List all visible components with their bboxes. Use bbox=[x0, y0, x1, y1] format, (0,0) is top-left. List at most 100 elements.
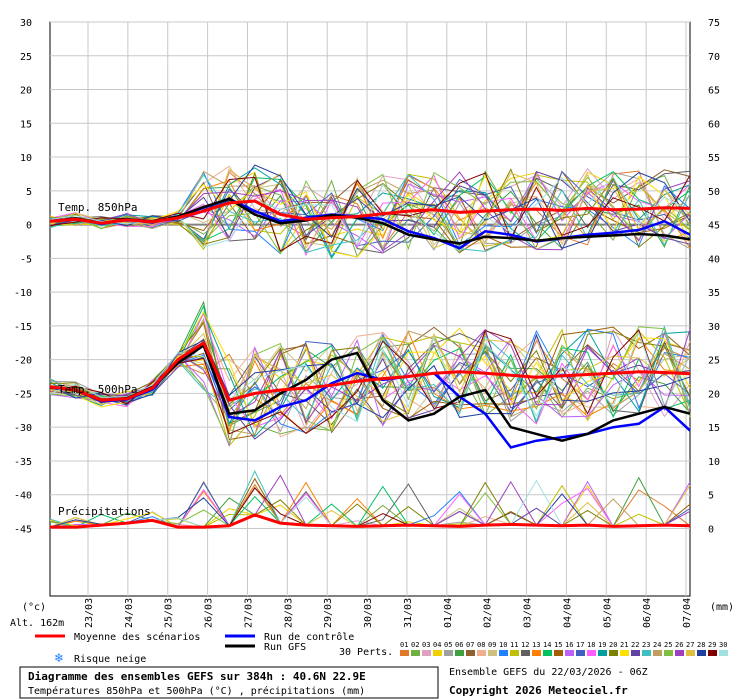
member-number: 17 bbox=[576, 641, 584, 649]
left-axis-ticks: 30 25 20 15 10 5 0 -5 -10 -15 -20 -25 -30 -35 -40 -45 bbox=[14, 18, 32, 535]
member-swatch bbox=[620, 650, 629, 656]
member-swatch bbox=[565, 650, 574, 656]
left-tick-label: -5 bbox=[20, 254, 32, 265]
left-tick-label: -15 bbox=[14, 322, 32, 333]
member-number: 06 bbox=[455, 641, 463, 649]
member-number: 12 bbox=[521, 641, 529, 649]
x-axis-dates: 23/03 24/03 25/03 26/03 27/03 28/03 29/03 30/03… bbox=[84, 598, 693, 628]
left-tick-label: 10 bbox=[20, 153, 32, 164]
member-number: 23 bbox=[642, 641, 650, 649]
member-number: 28 bbox=[697, 641, 705, 649]
member-number: 19 bbox=[598, 641, 606, 649]
right-tick-label: 75 bbox=[708, 18, 720, 29]
member-swatch bbox=[455, 650, 464, 656]
member-number: 13 bbox=[532, 641, 540, 649]
member-swatch bbox=[708, 650, 717, 656]
right-tick-label: 30 bbox=[708, 322, 720, 333]
member-number: 26 bbox=[675, 641, 683, 649]
right-axis-unit: (mm) bbox=[710, 602, 734, 613]
x-date-label: 27/03 bbox=[243, 598, 254, 628]
member-t500-line bbox=[49, 321, 691, 426]
right-tick-label: 0 bbox=[708, 524, 714, 535]
right-tick-label: 40 bbox=[708, 254, 720, 265]
left-axis-unit: (°c) bbox=[22, 602, 46, 613]
x-date-label: 07/04 bbox=[682, 598, 693, 628]
left-tick-label: -40 bbox=[14, 491, 32, 502]
member-swatch bbox=[642, 650, 651, 656]
x-date-label: 25/03 bbox=[164, 598, 175, 628]
right-tick-label: 35 bbox=[708, 288, 720, 299]
right-tick-label: 60 bbox=[708, 119, 720, 130]
right-tick-label: 5 bbox=[708, 491, 714, 502]
member-t850-line bbox=[49, 170, 691, 254]
chart-title: Diagramme des ensembles GEFS sur 384h : … bbox=[28, 670, 366, 683]
x-date-label: 05/04 bbox=[602, 598, 613, 628]
member-legend: 01 02 03 04 05 06 07 08 09 10 11 12 13 14 15 16 17 18 19 20… bbox=[400, 641, 728, 656]
member-swatch bbox=[554, 650, 563, 656]
member-swatch bbox=[631, 650, 640, 656]
member-t850-line bbox=[49, 172, 691, 252]
label-precip: Précipitations bbox=[58, 505, 151, 518]
member-number: 02 bbox=[411, 641, 419, 649]
member-swatch bbox=[598, 650, 607, 656]
copyright: Copyright 2026 Meteociel.fr bbox=[449, 684, 628, 697]
member-number: 24 bbox=[653, 641, 661, 649]
member-swatch bbox=[466, 650, 475, 656]
member-number: 21 bbox=[620, 641, 628, 649]
member-number: 30 bbox=[719, 641, 727, 649]
right-tick-label: 15 bbox=[708, 423, 720, 434]
member-number: 14 bbox=[543, 641, 551, 649]
legend-mean-label: Moyenne des scénarios bbox=[74, 631, 200, 643]
main-series bbox=[49, 197, 691, 529]
label-t850: Temp. 850hPa bbox=[58, 201, 137, 214]
x-date-label: 24/03 bbox=[124, 598, 135, 628]
member-swatch bbox=[675, 650, 684, 656]
member-number: 27 bbox=[686, 641, 694, 649]
plot-frame bbox=[49, 21, 691, 597]
member-number: 15 bbox=[554, 641, 562, 649]
member-swatch bbox=[576, 650, 585, 656]
member-number: 11 bbox=[510, 641, 518, 649]
member-swatch bbox=[488, 650, 497, 656]
left-tick-label: -20 bbox=[14, 356, 32, 367]
member-number: 09 bbox=[488, 641, 496, 649]
x-date-label: 03/04 bbox=[523, 598, 534, 628]
left-tick-label: -10 bbox=[14, 288, 32, 299]
member-swatch bbox=[587, 650, 596, 656]
member-number: 05 bbox=[444, 641, 452, 649]
legend-perts-label: 30 Perts. bbox=[339, 647, 393, 658]
right-tick-label: 50 bbox=[708, 187, 720, 198]
member-swatch bbox=[532, 650, 541, 656]
member-number: 16 bbox=[565, 641, 573, 649]
member-swatch bbox=[510, 650, 519, 656]
t500-mean-line bbox=[49, 340, 691, 402]
title-box bbox=[19, 666, 439, 699]
grid bbox=[49, 21, 691, 597]
member-swatch bbox=[686, 650, 695, 656]
member-swatch bbox=[609, 650, 618, 656]
member-swatch bbox=[543, 650, 552, 656]
right-tick-label: 65 bbox=[708, 86, 720, 97]
run-info: Ensemble GEFS du 22/03/2026 - 06Z bbox=[449, 667, 648, 678]
member-swatch bbox=[411, 650, 420, 656]
x-date-label: 30/03 bbox=[363, 598, 374, 628]
altitude-label: Alt. 162m bbox=[10, 618, 64, 629]
left-tick-label: -25 bbox=[14, 389, 32, 400]
member-swatch bbox=[433, 650, 442, 656]
member-swatch bbox=[697, 650, 706, 656]
x-date-label: 06/04 bbox=[642, 598, 653, 628]
member-swatch bbox=[422, 650, 431, 656]
member-swatch bbox=[521, 650, 530, 656]
right-tick-label: 20 bbox=[708, 389, 720, 400]
legend-control-label: Run de contrôle bbox=[264, 631, 354, 643]
right-tick-label: 55 bbox=[708, 153, 720, 164]
left-tick-label: -35 bbox=[14, 457, 32, 468]
right-tick-label: 10 bbox=[708, 457, 720, 468]
left-tick-label: 0 bbox=[26, 221, 32, 232]
chart-subtitle: Températures 850hPa et 500hPa (°C) , pré… bbox=[28, 685, 365, 697]
member-t850-line bbox=[49, 164, 691, 250]
x-date-label: 01/04 bbox=[443, 598, 454, 628]
label-t500: Temp. 500hPa bbox=[58, 383, 137, 396]
legend-snow-label: Risque neige bbox=[74, 654, 146, 665]
x-date-label: 02/04 bbox=[483, 598, 494, 628]
